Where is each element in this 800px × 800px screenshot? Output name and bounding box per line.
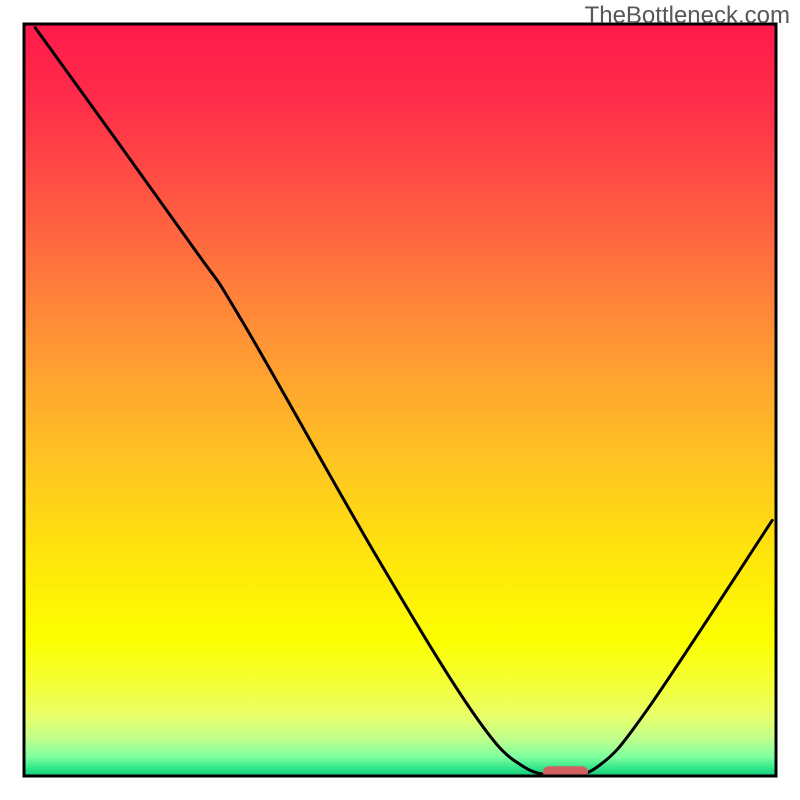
watermark-text: TheBottleneck.com xyxy=(585,2,790,30)
plot-background xyxy=(24,24,776,776)
chart-container: TheBottleneck.com xyxy=(0,0,800,800)
bottleneck-chart xyxy=(0,0,800,800)
